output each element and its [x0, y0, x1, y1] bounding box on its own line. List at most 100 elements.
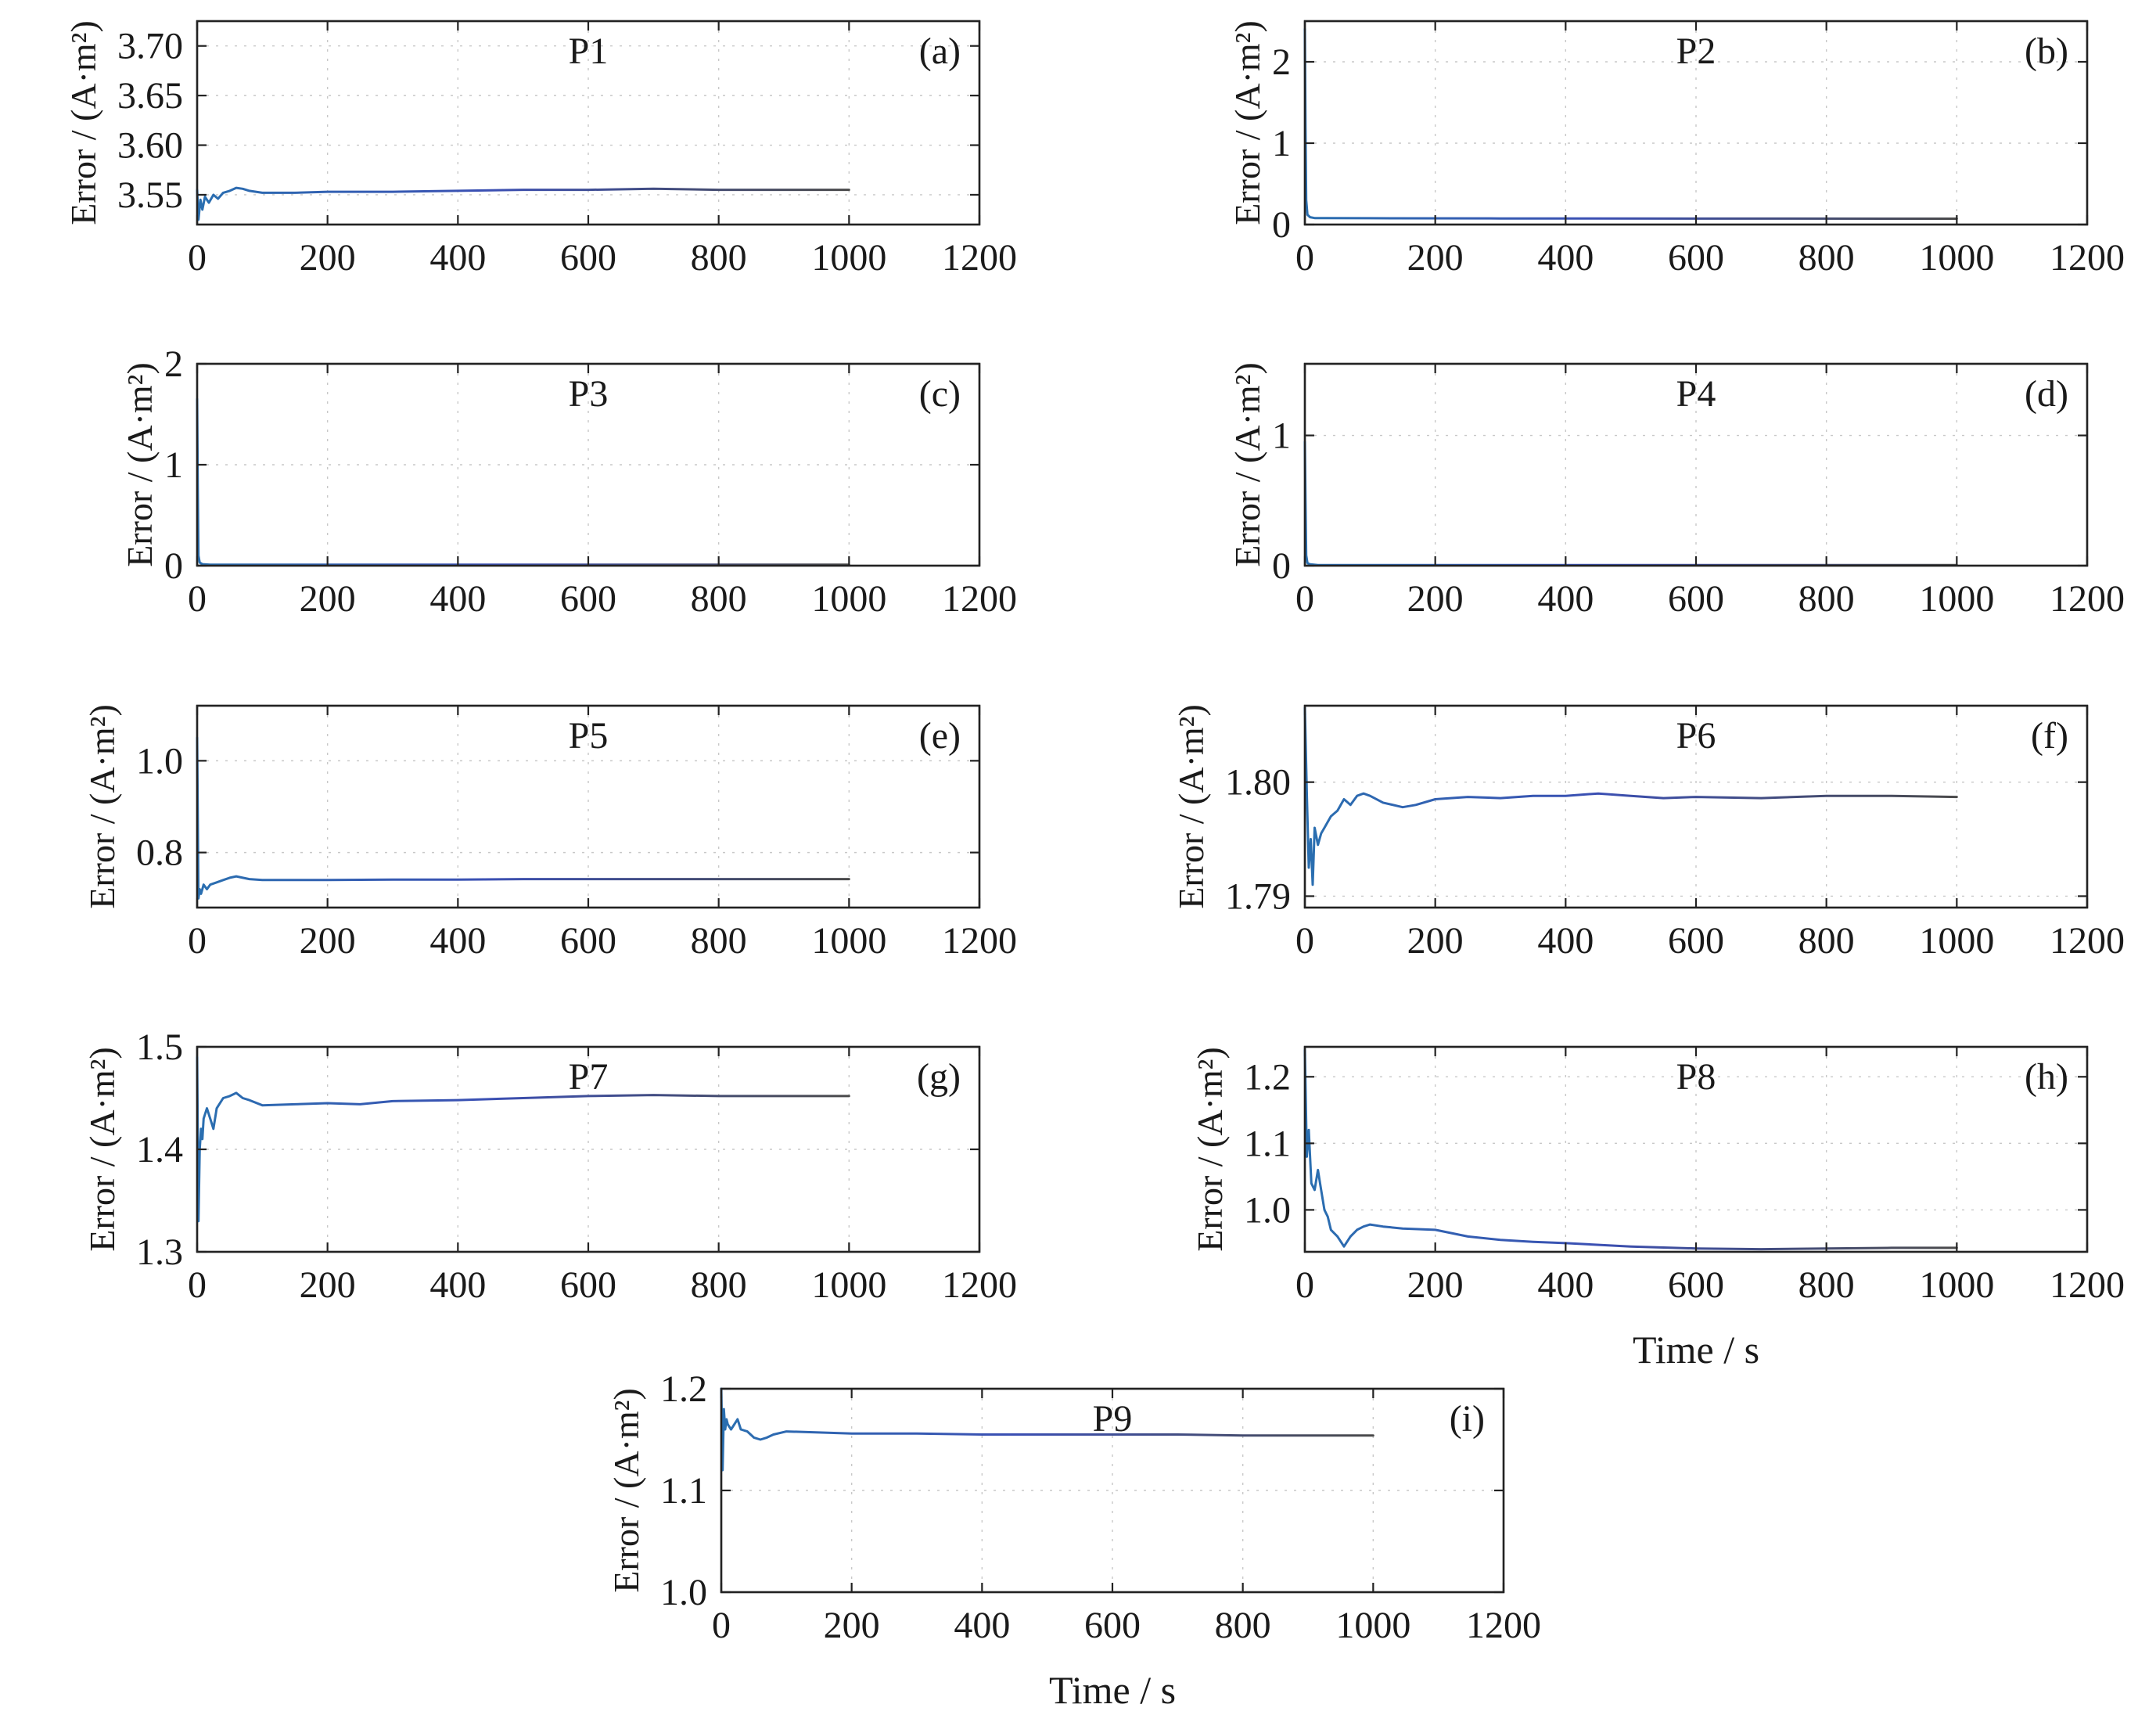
- x-tick-label: 1000: [811, 578, 886, 620]
- x-tick-label: 400: [429, 920, 486, 962]
- panel-title: P9: [1093, 1398, 1133, 1440]
- y-tick-label: 1.0: [660, 1572, 707, 1613]
- panel-tag: (d): [2025, 373, 2068, 415]
- x-tick-label: 1200: [2050, 578, 2125, 620]
- x-tick-label: 400: [429, 578, 486, 620]
- x-tick-label: 400: [1537, 1264, 1594, 1306]
- y-tick-label: 1.79: [1225, 875, 1291, 917]
- x-tick-label: 600: [560, 237, 616, 279]
- y-tick-label: 2: [164, 343, 183, 385]
- plot-area: [1303, 362, 2089, 567]
- x-tick-label: 1000: [1919, 1264, 1994, 1306]
- x-tick-label: 400: [954, 1605, 1010, 1646]
- x-tick-label: 200: [1407, 578, 1464, 620]
- x-tick-label: 400: [1537, 920, 1594, 962]
- x-tick-label: 1200: [942, 578, 1017, 620]
- x-tick-label: 400: [429, 1264, 486, 1306]
- x-tick-label: 800: [1215, 1605, 1271, 1646]
- panel-tag: (i): [1450, 1398, 1485, 1440]
- series-line-a: [196, 186, 850, 221]
- series-line-f: [1303, 706, 1958, 886]
- y-tick-label: 1.2: [1244, 1056, 1291, 1098]
- y-axis-label: Error / (A·m²): [120, 362, 160, 567]
- x-tick-label: 800: [1798, 578, 1855, 620]
- x-tick-label: 200: [300, 920, 356, 962]
- y-axis-label: Error / (A·m²): [63, 20, 103, 225]
- x-tick-label: 800: [691, 1264, 747, 1306]
- x-tick-label: 200: [1407, 1264, 1464, 1306]
- y-tick-label: 3.55: [117, 174, 183, 216]
- panel-title: P6: [1676, 715, 1716, 757]
- x-tick-label: 600: [560, 1264, 616, 1306]
- x-tick-label: 800: [691, 237, 747, 279]
- panel-tag: (e): [919, 715, 961, 757]
- panel-tag: (f): [2031, 715, 2068, 757]
- panel-a: 0 200 400 600 800 1000 1200 3.55 3.60 3.65 3.70 Err…: [63, 20, 1017, 279]
- x-tick-label: 600: [1668, 237, 1724, 279]
- x-tick-label: 800: [1798, 920, 1855, 962]
- x-tick-label: 800: [1798, 237, 1855, 279]
- x-tick-label: 200: [300, 237, 356, 279]
- x-tick-label: 200: [1407, 237, 1464, 279]
- x-tick-label: 1200: [2050, 237, 2125, 279]
- x-tick-label: 200: [824, 1605, 880, 1646]
- y-tick-label: 1.0: [1244, 1189, 1291, 1231]
- y-axis-label: Error / (A·m²): [1171, 704, 1211, 909]
- x-tick-label: 1000: [811, 1264, 886, 1306]
- y-tick-label: 1: [1272, 415, 1291, 457]
- x-tick-label: 200: [1407, 920, 1464, 962]
- y-tick-label: 1.5: [136, 1026, 183, 1068]
- y-tick-label: 0: [164, 545, 183, 587]
- x-tick-label: 800: [691, 578, 747, 620]
- panel-tag: (a): [919, 31, 961, 72]
- panel-tag: (g): [917, 1056, 961, 1098]
- x-tick-label: 0: [188, 578, 207, 620]
- y-tick-label: 0: [1272, 204, 1291, 246]
- plot-area: [196, 704, 981, 909]
- y-axis-label: Error / (A·m²): [1190, 1047, 1230, 1252]
- y-tick-label: 3.70: [117, 26, 183, 67]
- x-tick-label: 600: [560, 920, 616, 962]
- y-axis-label: Error / (A·m²): [1227, 362, 1267, 567]
- x-tick-label: 1200: [942, 1264, 1017, 1306]
- x-tick-label: 600: [1668, 1264, 1724, 1306]
- y-tick-label: 3.60: [117, 125, 183, 167]
- x-tick-label: 0: [1295, 578, 1314, 620]
- x-tick-label: 200: [300, 1264, 356, 1306]
- series-line-i: [720, 1387, 1374, 1472]
- series-line-e: [196, 736, 850, 900]
- panel-title: P7: [569, 1056, 609, 1098]
- y-tick-label: 2: [1272, 41, 1291, 83]
- x-tick-label: 1200: [942, 237, 1017, 279]
- x-tick-label: 1000: [1335, 1605, 1410, 1646]
- series-line-g: [196, 1055, 850, 1223]
- x-tick-label: 0: [712, 1605, 731, 1646]
- x-tick-label: 1000: [1919, 578, 1994, 620]
- plot-area: [196, 362, 981, 567]
- panel-title: P4: [1676, 373, 1716, 415]
- x-tick-label: 1200: [2050, 1264, 2125, 1306]
- x-tick-label: 0: [188, 1264, 207, 1306]
- y-axis-label: Error / (A·m²): [82, 704, 122, 909]
- x-tick-label: 1200: [1466, 1605, 1541, 1646]
- y-tick-label: 0.8: [136, 832, 183, 874]
- y-axis-label: Error / (A·m²): [1227, 20, 1267, 225]
- panel-tag: (h): [2025, 1056, 2068, 1098]
- x-tick-label: 400: [1537, 237, 1594, 279]
- y-tick-label: 1.3: [136, 1231, 183, 1273]
- x-axis-label: Time / s: [1049, 1668, 1176, 1712]
- series-line-h: [1303, 1048, 1958, 1251]
- panel-e: 0 200 400 600 800 1000 1200 0.8 1.0 Error / (A·m²…: [82, 704, 1017, 962]
- y-tick-label: 0: [1272, 545, 1291, 587]
- x-tick-label: 1000: [811, 920, 886, 962]
- panel-title: P2: [1676, 31, 1716, 72]
- x-tick-label: 1000: [811, 237, 886, 279]
- panel-h: 0 200 400 600 800 1000 1200 1.0 1.1 1.2 Error / (A…: [1190, 1045, 2125, 1372]
- y-tick-label: 1.80: [1225, 762, 1291, 804]
- x-tick-label: 1200: [942, 920, 1017, 962]
- x-tick-label: 1000: [1919, 920, 1994, 962]
